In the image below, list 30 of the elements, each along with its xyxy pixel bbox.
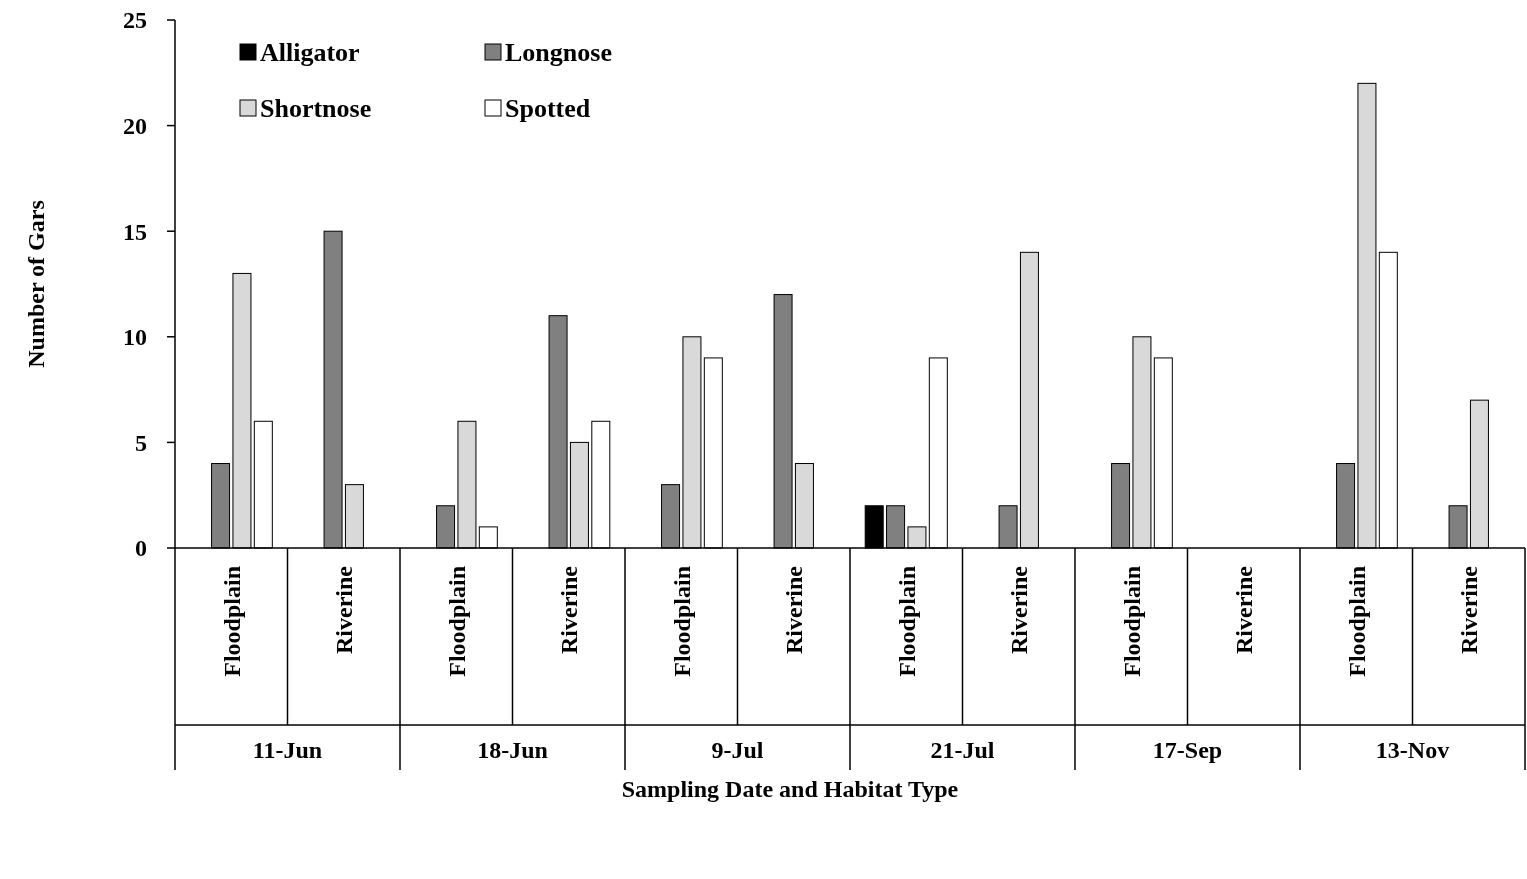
y-tick-label: 5 — [135, 429, 147, 456]
x-tick-label: Riverine — [781, 565, 808, 654]
text: 13-Nov — [1375, 737, 1450, 764]
x-tick-label: Riverine — [556, 565, 583, 654]
x-tick-label: Floodplain — [668, 566, 695, 677]
x-tick-label: Riverine — [1231, 565, 1258, 654]
x-tick-label: Floodplain — [893, 566, 920, 677]
x-tick-label: Floodplain — [218, 566, 245, 677]
x-tick-label: Floodplain — [1118, 566, 1145, 677]
text: 9-Jul — [711, 737, 764, 764]
text: 21-Jul — [930, 737, 995, 764]
x-tick-label: Floodplain — [443, 566, 470, 677]
legend-label: Alligator — [260, 38, 360, 68]
text: 11-Jun — [252, 737, 323, 764]
legend-label: Longnose — [505, 38, 612, 68]
x-tick-label: Floodplain — [1343, 566, 1370, 677]
y-tick-label: 15 — [123, 218, 147, 245]
y-tick-label: 20 — [123, 113, 147, 139]
x-tick-label: Riverine — [1456, 565, 1483, 654]
text: 18-Jun — [477, 737, 548, 764]
y-tick-label: 25 — [123, 7, 147, 34]
text: 17-Sep — [1152, 737, 1223, 764]
y-axis-title: Number of Gars — [23, 200, 50, 368]
y-tick-label: 10 — [123, 324, 147, 351]
x-tick-label: Riverine — [1006, 565, 1033, 654]
legend-label: Spotted — [505, 94, 591, 124]
legend-label: Shortnose — [260, 94, 372, 124]
x-tick-label: Riverine — [331, 565, 358, 654]
x-axis-title: Sampling Date and Habitat Type — [621, 776, 959, 802]
y-tick-label: 0 — [135, 535, 147, 562]
